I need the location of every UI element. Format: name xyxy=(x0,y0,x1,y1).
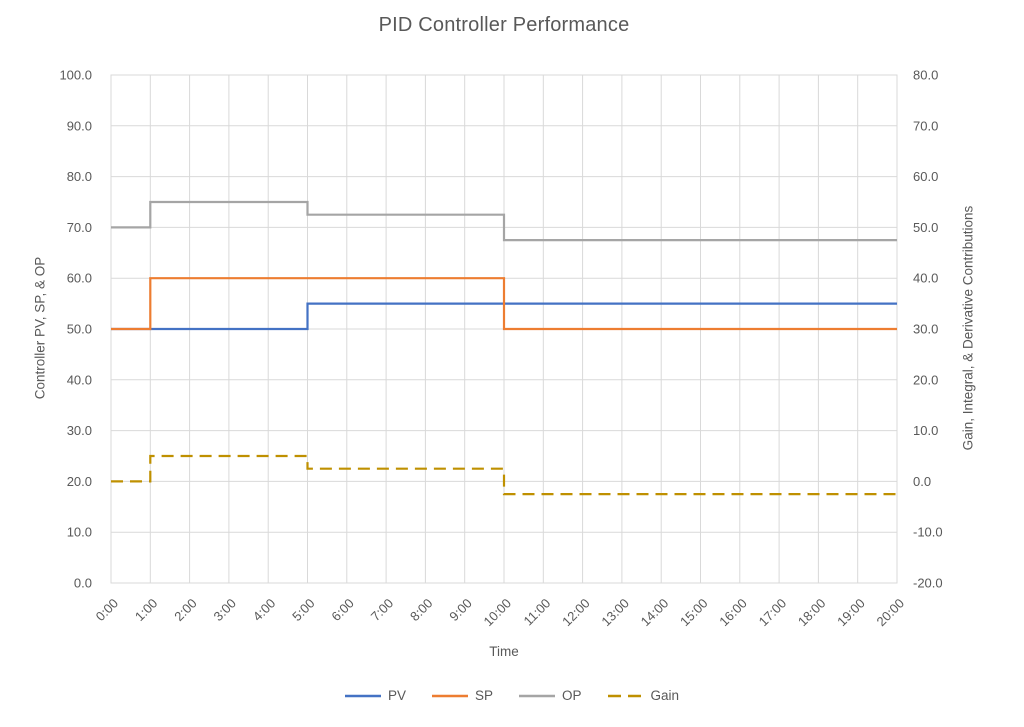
x-tick-label: 0:00 xyxy=(93,596,122,625)
x-tick-label: 18:00 xyxy=(795,596,829,630)
y-right-tick-label: 10.0 xyxy=(913,423,938,438)
x-tick-label: 16:00 xyxy=(716,596,750,630)
x-tick-label: 6:00 xyxy=(328,596,357,625)
legend-item-op: OP xyxy=(518,688,582,703)
x-tick-label: 13:00 xyxy=(598,596,632,630)
y-right-tick-label: 40.0 xyxy=(913,271,938,286)
y-right-tick-label: 70.0 xyxy=(913,118,938,133)
legend-swatch-op xyxy=(518,694,555,697)
y-left-tick-label: 60.0 xyxy=(67,271,92,286)
x-tick-label: 8:00 xyxy=(407,596,436,625)
y-right-tick-label: 60.0 xyxy=(913,169,938,184)
y-left-tick-label: 0.0 xyxy=(74,576,92,591)
x-tick-label: 20:00 xyxy=(874,596,908,630)
x-tick-label: 9:00 xyxy=(446,596,475,625)
x-tick-label: 7:00 xyxy=(368,596,397,625)
legend-swatch-sp xyxy=(431,694,468,697)
y-right-tick-label: 30.0 xyxy=(913,322,938,337)
x-tick-label: 4:00 xyxy=(250,596,279,625)
y-left-tick-label: 50.0 xyxy=(67,322,92,337)
y-left-tick-label: 20.0 xyxy=(67,474,92,489)
y-right-tick-label: 20.0 xyxy=(913,372,938,387)
y-left-tick-label: 90.0 xyxy=(67,118,92,133)
x-axis-title: Time xyxy=(489,644,519,659)
x-tick-label: 15:00 xyxy=(677,596,711,630)
x-tick-label: 11:00 xyxy=(520,596,553,629)
legend-item-gain: Gain xyxy=(607,688,680,703)
x-tick-label: 10:00 xyxy=(481,596,515,630)
legend-item-pv: PV xyxy=(344,688,406,703)
y-left-tick-label: 40.0 xyxy=(67,372,92,387)
y-right-tick-label: 0.0 xyxy=(913,474,931,489)
y-axis-right-title: Gain, Integral, & Derivative Contributio… xyxy=(960,205,976,451)
y-left-tick-label: 70.0 xyxy=(67,220,92,235)
legend-swatch-gain xyxy=(607,694,644,697)
y-left-tick-label: 80.0 xyxy=(67,169,92,184)
series-line-sp xyxy=(111,277,897,331)
x-tick-label: 19:00 xyxy=(834,596,868,630)
y-left-tick-label: 100.0 xyxy=(59,68,92,83)
x-tick-label: 14:00 xyxy=(638,596,672,630)
x-tick-label: 2:00 xyxy=(171,596,200,625)
x-tick-label: 1:00 xyxy=(132,596,161,625)
y-right-tick-label: -20.0 xyxy=(913,576,943,591)
x-tick-label: 12:00 xyxy=(559,596,593,630)
legend-item-sp: SP xyxy=(431,688,493,703)
y-left-tick-label: 30.0 xyxy=(67,423,92,438)
y-axis-left-title: Controller PV, SP, & OP xyxy=(32,256,48,400)
series-line-pv xyxy=(111,302,897,331)
y-right-tick-label: 50.0 xyxy=(913,220,938,235)
series-line-gain xyxy=(111,454,897,496)
y-left-tick-label: 10.0 xyxy=(67,525,92,540)
x-tick-label: 17:00 xyxy=(756,596,790,630)
chart-title: PID Controller Performance xyxy=(378,14,630,36)
legend-label: OP xyxy=(561,688,582,703)
legend-label: Gain xyxy=(650,688,680,703)
x-tick-label: 5:00 xyxy=(289,596,318,625)
y-right-tick-label: -10.0 xyxy=(913,525,943,540)
series-line-op xyxy=(111,200,897,242)
legend-swatch-pv xyxy=(344,694,381,697)
x-tick-label: 3:00 xyxy=(211,596,240,625)
y-right-tick-label: 80.0 xyxy=(913,68,938,83)
legend: PV SP OP Gain xyxy=(0,688,1024,703)
legend-label: SP xyxy=(474,688,493,703)
legend-label: PV xyxy=(387,688,406,703)
